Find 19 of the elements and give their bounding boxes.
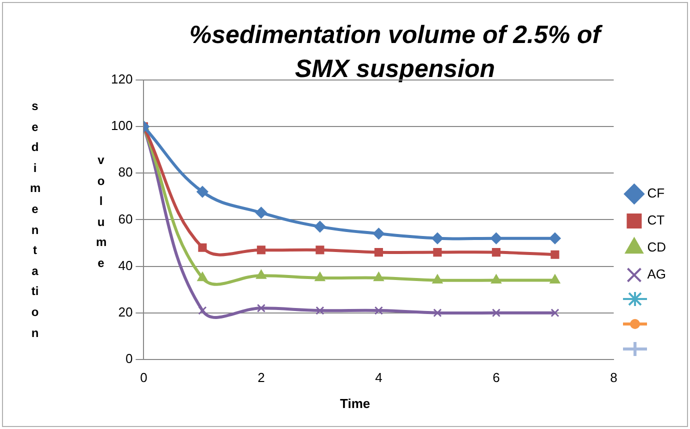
x-tick-label: 6 <box>492 370 500 385</box>
legend-label: AG <box>647 266 666 282</box>
x-tick-label: 2 <box>258 370 265 385</box>
y-tick-label: 80 <box>118 164 133 180</box>
chart-title: %sedimentation volume of 2.5% of SMX suspension <box>188 20 604 85</box>
y-tick-label: 20 <box>118 304 133 320</box>
x-tick-label: 4 <box>375 370 382 385</box>
x-axis-title: Time <box>340 396 370 411</box>
y-tick-label: 0 <box>125 350 133 366</box>
y-tick-label: 40 <box>118 258 133 273</box>
legend-label: CT <box>647 212 665 228</box>
x-tick-label: 8 <box>610 370 618 385</box>
y-tick-label: 60 <box>118 211 133 226</box>
x-tick-label: 0 <box>140 370 148 385</box>
legend-label: CF <box>647 186 665 201</box>
legend-label: CD <box>647 240 666 255</box>
y-tick-label: 120 <box>110 72 133 87</box>
text: sedimentation volume <box>30 99 107 340</box>
y-tick-label: 100 <box>110 118 133 134</box>
